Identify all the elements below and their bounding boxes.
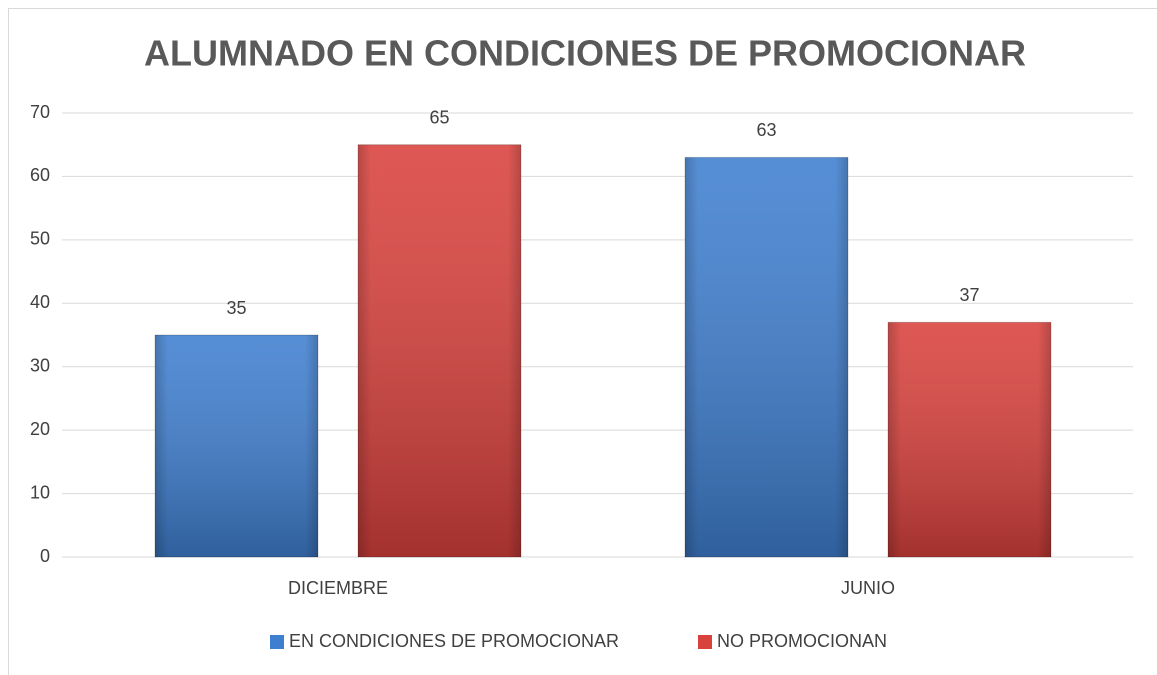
data-label: 35 [226,298,246,318]
bar [154,334,319,558]
bar [887,321,1052,558]
data-label: 37 [959,285,979,305]
chart-title: ALUMNADO EN CONDICIONES DE PROMOCIONAR [144,33,1026,74]
y-tick-label: 30 [30,355,50,375]
legend-swatch [698,635,712,649]
y-tick-label: 60 [30,165,50,185]
data-label: 63 [756,120,776,140]
data-label: 65 [429,107,449,127]
legend-label: NO PROMOCIONAN [717,631,887,651]
y-tick-label: 40 [30,292,50,312]
y-tick-label: 20 [30,419,50,439]
x-tick-label: DICIEMBRE [288,578,388,598]
y-tick-label: 70 [30,102,50,122]
legend-label: EN CONDICIONES DE PROMOCIONAR [289,631,619,651]
legend-swatch [270,635,284,649]
y-tick-label: 10 [30,482,50,502]
bar [357,144,522,558]
x-tick-label: JUNIO [841,578,895,598]
bar [684,156,849,558]
y-tick-label: 0 [40,546,50,566]
chart-border [8,8,1157,675]
y-tick-label: 50 [30,229,50,249]
